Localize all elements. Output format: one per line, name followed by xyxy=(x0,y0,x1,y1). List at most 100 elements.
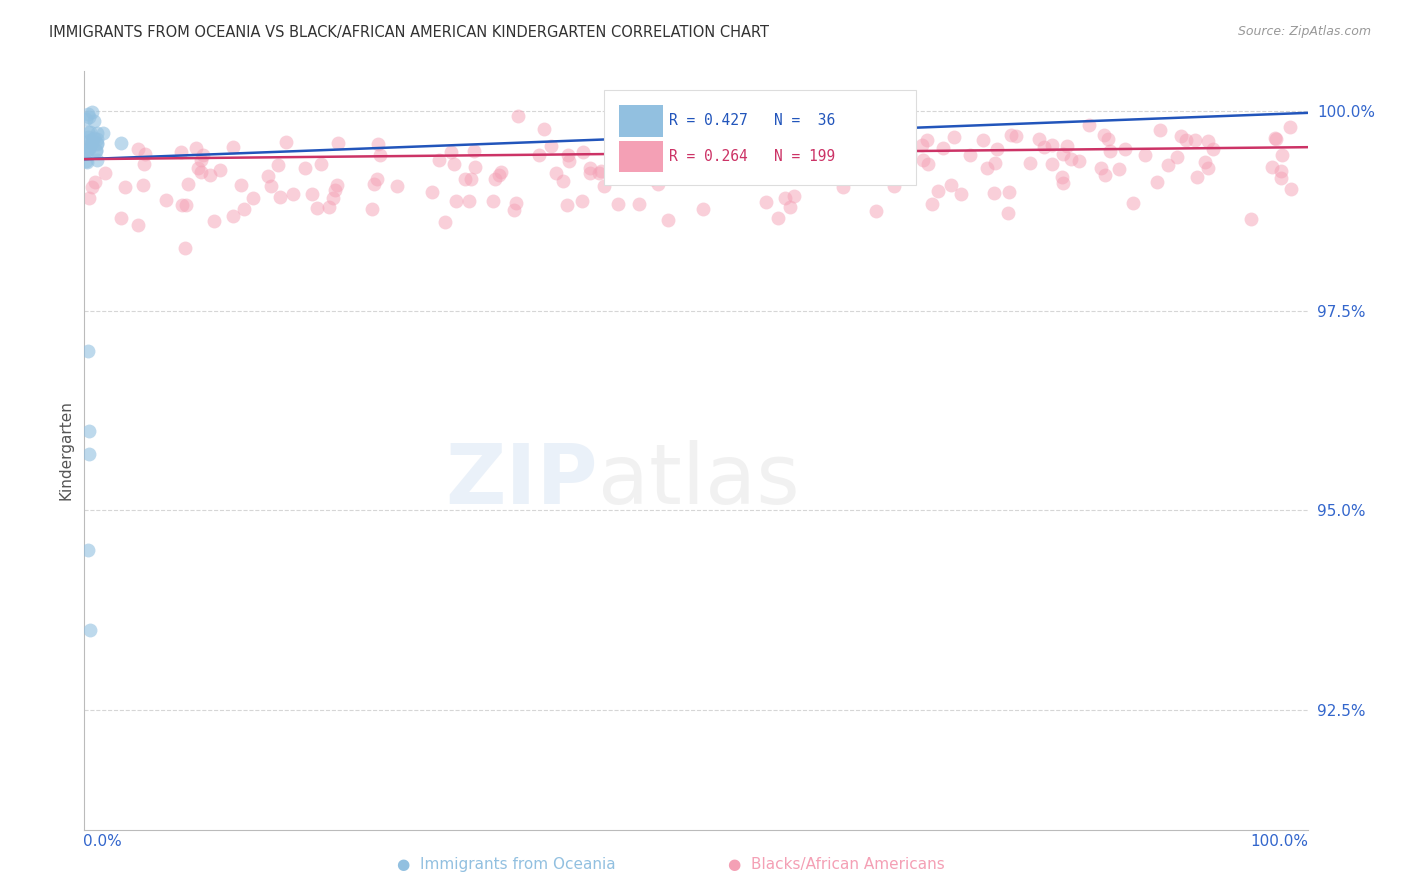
Point xyxy=(77,343,100,358)
Point xyxy=(222,209,245,223)
Point xyxy=(1271,148,1294,162)
Point xyxy=(77,110,100,124)
Point xyxy=(184,141,207,155)
Point xyxy=(77,107,100,121)
Point xyxy=(257,169,280,184)
Point xyxy=(446,194,468,209)
Point xyxy=(1170,129,1192,144)
Point xyxy=(127,218,149,232)
Point xyxy=(260,179,283,194)
Point xyxy=(191,147,214,161)
Point xyxy=(110,211,132,226)
Point xyxy=(1005,129,1028,144)
Point xyxy=(429,153,451,168)
Point xyxy=(86,136,108,150)
Point xyxy=(86,127,108,141)
Point xyxy=(281,186,304,201)
Point xyxy=(932,141,955,155)
Point xyxy=(879,137,901,152)
Point xyxy=(322,191,344,205)
Point xyxy=(571,194,593,208)
Point xyxy=(727,152,749,166)
Point xyxy=(572,145,595,160)
Point xyxy=(1000,128,1022,142)
Point xyxy=(114,179,136,194)
Point xyxy=(744,139,766,153)
Point xyxy=(875,142,897,156)
Point xyxy=(294,161,316,175)
Point xyxy=(692,202,714,216)
Point xyxy=(748,161,770,175)
Point xyxy=(879,152,901,166)
Point xyxy=(997,205,1019,219)
Point xyxy=(132,178,155,193)
Point xyxy=(84,144,107,158)
Point xyxy=(79,125,101,139)
Point xyxy=(267,158,290,172)
Point xyxy=(76,125,98,139)
Point xyxy=(1261,160,1284,174)
Point xyxy=(783,189,806,203)
Point xyxy=(77,424,100,438)
Text: ●  Immigrants from Oceania: ● Immigrants from Oceania xyxy=(396,857,616,872)
Point xyxy=(463,144,485,158)
Point xyxy=(1052,176,1074,190)
Point xyxy=(363,177,385,191)
Point xyxy=(77,447,100,461)
Point xyxy=(83,131,105,145)
Point xyxy=(1069,153,1091,168)
Point xyxy=(86,136,108,151)
Point xyxy=(269,190,291,204)
Point xyxy=(170,145,193,159)
Point xyxy=(190,153,212,168)
Point xyxy=(610,160,633,174)
Point xyxy=(869,110,891,124)
Point xyxy=(917,157,939,171)
Point xyxy=(232,202,254,217)
Point xyxy=(83,114,105,128)
Point xyxy=(834,135,856,149)
Point xyxy=(173,241,195,255)
Point xyxy=(641,171,664,186)
Point xyxy=(706,140,728,154)
Point xyxy=(884,169,907,184)
Point xyxy=(86,132,108,146)
Point xyxy=(883,179,905,194)
Point xyxy=(367,137,389,152)
Point xyxy=(1077,118,1099,132)
Point xyxy=(276,135,298,149)
Point xyxy=(766,211,789,225)
Point xyxy=(605,148,627,162)
Point xyxy=(657,213,679,227)
Point xyxy=(420,185,443,199)
Point xyxy=(1197,134,1219,148)
Point xyxy=(443,157,465,171)
Point xyxy=(844,169,866,184)
Text: IMMIGRANTS FROM OCEANIA VS BLACK/AFRICAN AMERICAN KINDERGARTEN CORRELATION CHART: IMMIGRANTS FROM OCEANIA VS BLACK/AFRICAN… xyxy=(49,25,769,40)
Point xyxy=(80,133,103,147)
Point xyxy=(75,146,97,161)
Point xyxy=(792,153,814,168)
Point xyxy=(1028,132,1050,146)
Point xyxy=(484,171,506,186)
Point xyxy=(915,133,938,147)
Point xyxy=(86,153,108,168)
Point xyxy=(366,172,388,186)
Point xyxy=(503,203,526,218)
Point xyxy=(1094,168,1116,182)
Point xyxy=(972,133,994,147)
Point xyxy=(762,152,785,166)
Y-axis label: Kindergarten: Kindergarten xyxy=(58,401,73,500)
Text: atlas: atlas xyxy=(598,441,800,521)
Point xyxy=(77,129,100,144)
Point xyxy=(779,160,801,174)
Point xyxy=(1202,142,1225,156)
Point xyxy=(1019,156,1042,170)
Point xyxy=(921,196,943,211)
Point xyxy=(1194,154,1216,169)
Point xyxy=(941,178,963,193)
Point xyxy=(1264,132,1286,146)
Point xyxy=(557,148,579,162)
Point xyxy=(976,161,998,175)
Point xyxy=(627,196,650,211)
